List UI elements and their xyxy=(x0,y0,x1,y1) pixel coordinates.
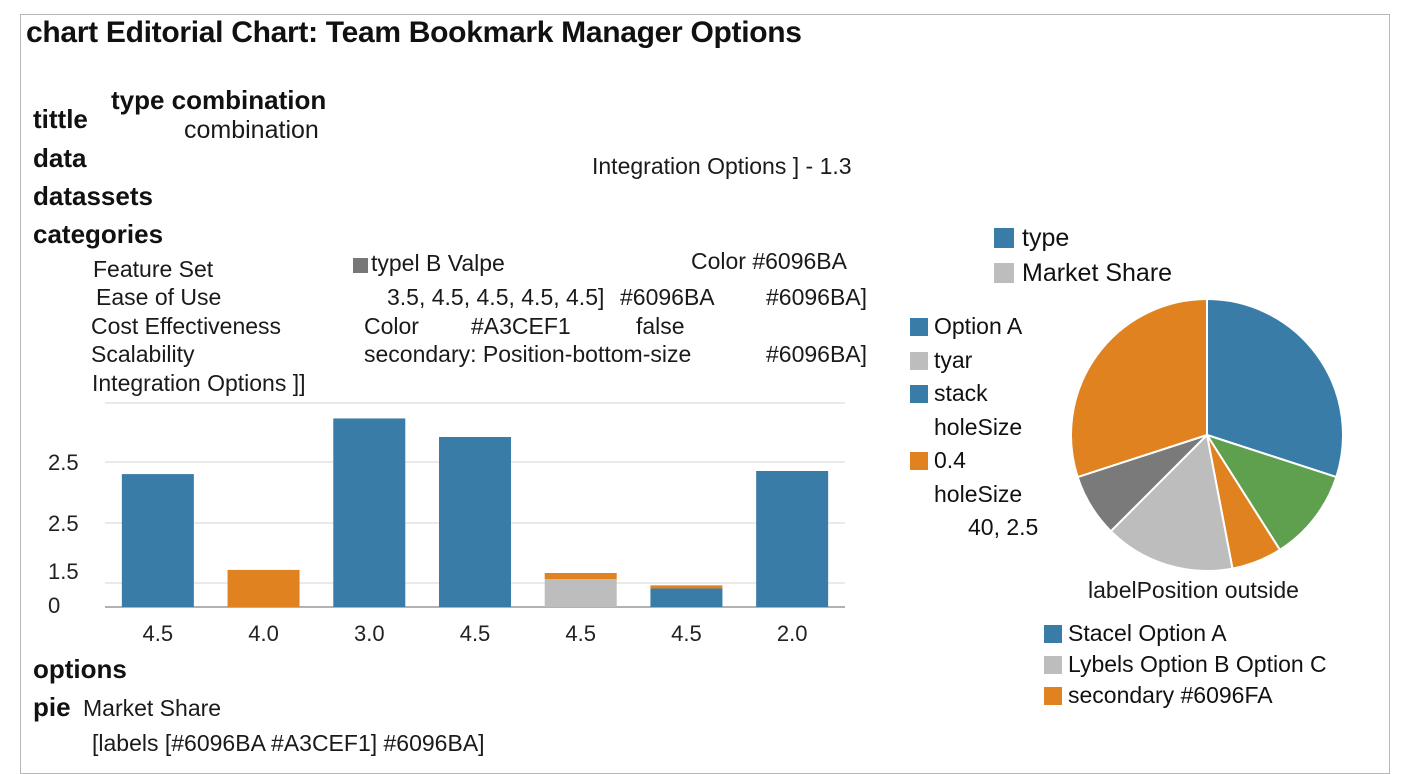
x-tick-label: 4.5 xyxy=(143,621,174,646)
dataset-flag: false xyxy=(636,313,685,339)
legend-entry: tyar xyxy=(910,344,1038,378)
x-tick-label: 4.5 xyxy=(671,621,702,646)
legend-entry: 0.4 xyxy=(910,444,1038,478)
dataset-values: 3.5, 4.5, 4.5, 4.5, 4.5] xyxy=(387,284,605,310)
legend-entry: Stacel Option A xyxy=(1044,618,1327,649)
legend-swatch xyxy=(994,228,1014,248)
legend-swatch xyxy=(910,318,928,336)
category-item: Cost Effectiveness xyxy=(91,313,282,339)
legend-swatch xyxy=(1044,687,1062,705)
legend-entry: holeSize xyxy=(934,480,1023,507)
page-title: chart Editorial Chart: Team Bookmark Man… xyxy=(26,16,802,49)
dataset-secondary: secondary: Position-bottom-size xyxy=(364,341,692,367)
dataset-color: #6096BA xyxy=(620,284,715,310)
type-value: combination xyxy=(184,116,319,144)
options-key: options xyxy=(33,654,127,684)
bar xyxy=(121,474,194,607)
category-item: Ease of Use xyxy=(96,284,222,310)
x-tick-label: 4.5 xyxy=(460,621,491,646)
bar xyxy=(650,588,723,607)
legend-entry: 40, 2.5 xyxy=(968,514,1039,540)
dataset-color: #6096BA] xyxy=(766,341,868,367)
bar xyxy=(650,585,723,589)
dataset-color-key: Color xyxy=(364,313,419,339)
pie-caption: labelPosition outside xyxy=(1088,577,1299,603)
pie-slice xyxy=(1206,297,1344,479)
legend-swatch xyxy=(910,385,928,403)
y-tick-label: 0 xyxy=(48,593,60,618)
legend-bottom: Stacel Option A Lybels Option B Option C… xyxy=(1044,618,1327,711)
bar xyxy=(333,418,406,607)
categories-key: categories xyxy=(33,219,164,249)
category-item: Scalability xyxy=(91,341,195,367)
y-tick-label: 2.5 xyxy=(48,511,79,536)
labels-line: [labels [#6096BA #A3CEF1] #6096BA] xyxy=(92,730,485,756)
legend-swatch xyxy=(910,351,928,370)
legend-entry: Lybels Option B Option C xyxy=(1044,649,1327,680)
category-item: Integration Options ]] xyxy=(92,370,306,396)
legend-entry: Market Share xyxy=(994,259,1172,288)
title-key: tittle xyxy=(33,104,88,134)
pie-key: pie xyxy=(33,692,71,722)
integration-note: Integration Options ] - 1.3 xyxy=(592,153,852,179)
y-tick-label: 1.5 xyxy=(48,559,79,584)
legend-entry: type xyxy=(994,224,1172,253)
legend-entry: stack xyxy=(910,377,1038,411)
pie-slice xyxy=(1070,297,1208,479)
legend-swatch xyxy=(994,263,1014,283)
dataset-line: typel B Valpe xyxy=(353,250,505,277)
datasets-key: datassets xyxy=(33,181,153,211)
pie-chart xyxy=(1070,297,1344,572)
bar xyxy=(544,573,617,580)
x-tick-label: 3.0 xyxy=(354,621,385,646)
x-tick-label: 4.5 xyxy=(565,621,596,646)
legend-swatch xyxy=(1044,656,1062,674)
bar-chart: 2.5 2.5 1.5 0 4.5 4.0 3.0 4.5 4.5 4.5 2.0 xyxy=(48,402,845,646)
bar xyxy=(227,569,300,607)
bar xyxy=(439,437,511,607)
y-tick-label: 2.5 xyxy=(48,450,79,475)
legend-entry: holeSize xyxy=(934,413,1023,440)
legend-swatch xyxy=(1044,625,1062,643)
legend-top: type Market Share xyxy=(994,224,1172,288)
dataset-color: #A3CEF1 xyxy=(471,313,571,339)
type-line: type combination xyxy=(111,85,327,115)
pie-slice xyxy=(1109,432,1234,572)
legend-entry: Option A xyxy=(910,310,1038,344)
gray-square-icon xyxy=(353,258,368,273)
pie-slice xyxy=(1204,433,1338,552)
x-tick-label: 4.0 xyxy=(248,621,279,646)
dataset-color: Color #6096BA xyxy=(691,248,847,274)
legend-mid: Option A tyar stack holeSize 0.4 holeSiz… xyxy=(910,310,1038,545)
pie-label: Market Share xyxy=(83,695,222,721)
bar xyxy=(756,471,829,607)
bar xyxy=(544,579,617,607)
category-item: Feature Set xyxy=(93,256,214,282)
dataset-color: #6096BA] xyxy=(766,284,868,310)
data-key: data xyxy=(33,143,87,173)
legend-swatch xyxy=(910,452,928,470)
x-tick-label: 2.0 xyxy=(777,621,808,646)
legend-entry: secondary #6096FA xyxy=(1044,680,1327,711)
